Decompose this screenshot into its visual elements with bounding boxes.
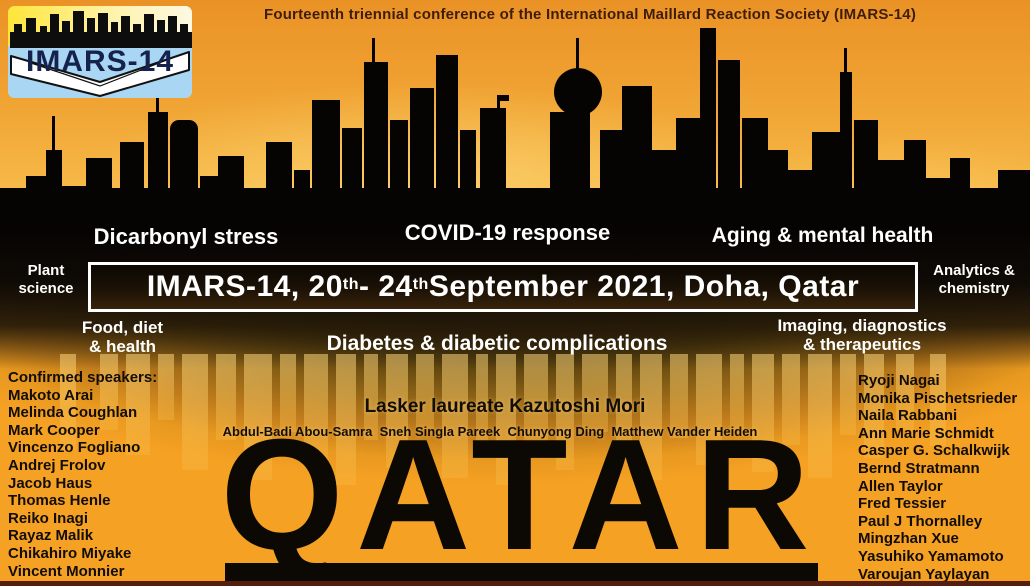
speaker-name: Makoto Arai	[8, 386, 94, 404]
confirmed-speakers-title: Confirmed speakers:	[8, 369, 158, 386]
speaker-name: Andrej Frolov	[8, 456, 106, 474]
speaker-name: Ryoji Nagai	[858, 372, 940, 389]
speaker-name: Thomas Henle	[8, 492, 111, 510]
speaker-name: Mark Cooper	[8, 421, 100, 439]
topic-analytics-chemistry-line2: chemistry	[938, 280, 1010, 297]
speaker-name: Bernd Stratmann	[858, 459, 980, 477]
skyline-reflection	[60, 354, 946, 485]
topic-plant-science-line2: science	[18, 280, 74, 297]
logo-envelope-shape	[10, 51, 190, 97]
featured-speaker-lasker-laureate: Lasker laureate Kazutoshi Mori	[364, 396, 646, 417]
logo-skyline	[10, 11, 192, 48]
speaker-name: Reiko Inagi	[8, 509, 89, 527]
banner-text-suffix: September 2021, Doha, Qatar	[428, 270, 860, 303]
banner-text-prefix: IMARS-14, 20	[146, 270, 343, 303]
topic-diabetes-complications: Diabetes & diabetic complications	[326, 332, 668, 355]
topic-dicarbonyl-stress: Dicarbonyl stress	[93, 224, 279, 249]
topic-imaging-diagnostics: Imaging, diagnostics & therapeutics	[753, 316, 971, 354]
logo-text: IMARS-14	[26, 45, 174, 78]
conference-title-line: Fourteenth triennial conference of the I…	[263, 6, 917, 23]
imars-logo: IMARS-14	[8, 6, 192, 98]
topic-analytics-chemistry-line1: Analytics &	[933, 262, 1015, 279]
speaker-name: Mingzhan Xue	[858, 530, 959, 548]
speaker-name: Yasuhiko Yamamoto	[858, 547, 1004, 565]
topic-aging-mental-health: Aging & mental health	[711, 224, 934, 247]
topic-food-diet-health-line1: Food, diet	[81, 318, 164, 337]
topic-analytics-chemistry: Analytics & chemistry	[922, 262, 1026, 298]
topic-plant-science: Plant science	[4, 262, 88, 298]
confirmed-speakers-right-column: Ryoji Nagai Monika Pischetsrieder Naila …	[858, 372, 1030, 583]
speaker-name: Vincent Monnier	[8, 562, 125, 580]
speaker-name: Jacob Haus	[8, 474, 93, 492]
topic-plant-science-line1: Plant	[27, 262, 65, 279]
speaker-name: Casper G. Schalkwijk	[858, 442, 1010, 460]
additional-featured-speakers: Abdul-Badi Abou-Samra Sneh Singla Pareek…	[222, 424, 758, 439]
speaker-name: Melinda Coughlan	[8, 404, 138, 422]
speaker-name: Monika Pischetsrieder	[858, 389, 1018, 407]
speaker-name: Naila Rabbani	[858, 407, 958, 425]
speaker-name: Allen Taylor	[858, 477, 943, 495]
logo-envelope-fold-line	[27, 57, 173, 87]
doha-skyline-silhouette	[0, 28, 1030, 232]
speaker-name: Paul J Thornalley	[858, 512, 983, 530]
topic-imaging-diagnostics-line2: & therapeutics	[802, 335, 922, 354]
speaker-name: Fred Tessier	[858, 495, 947, 513]
speaker-name: Ann Marie Schmidt	[858, 424, 994, 442]
speaker-name: Chikahiro Miyake	[8, 544, 132, 562]
confirmed-speakers-left-column: Confirmed speakers: Makoto Arai Melinda …	[8, 369, 218, 580]
speaker-name: Rayaz Malik	[8, 527, 94, 545]
qatar-underline-bar	[225, 563, 818, 582]
topic-food-diet-health-line2: & health	[88, 337, 157, 356]
topic-food-diet-health: Food, diet & health	[55, 318, 190, 356]
bottom-edge-strip	[0, 581, 1030, 586]
topic-covid19-response: COVID-19 response	[404, 220, 611, 245]
topic-imaging-diagnostics-line1: Imaging, diagnostics	[777, 316, 947, 335]
qatar-wordmark: QATAR	[220, 407, 823, 583]
speaker-name: Vincenzo Fogliano	[8, 439, 141, 457]
speaker-name: Varoujan Yaylayan	[858, 565, 990, 583]
banner-text-mid: - 24	[359, 270, 413, 303]
imars-logo-graphic: IMARS-14	[8, 6, 192, 98]
